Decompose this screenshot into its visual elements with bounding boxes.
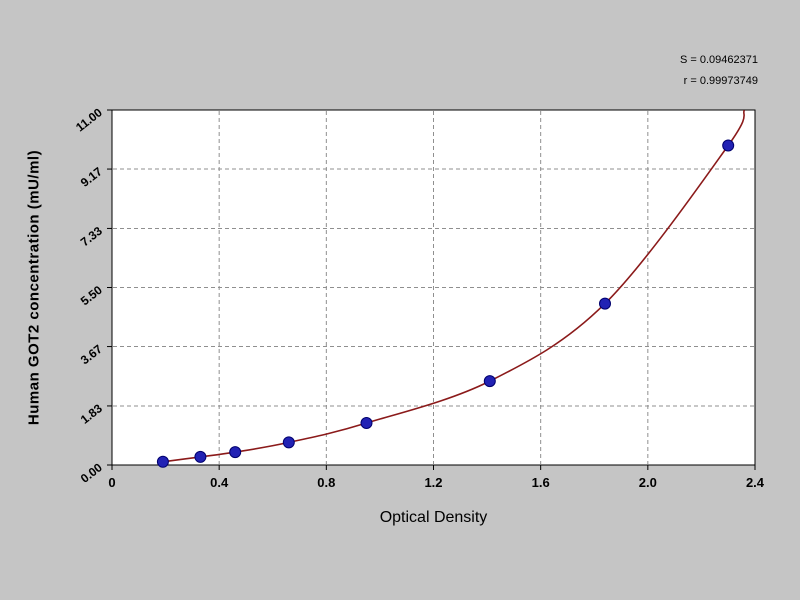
data-point [599,297,611,310]
fit-statistics: S = 0.09462371 r = 0.99973749 [680,50,758,92]
data-point [194,450,207,463]
y-tick-label: 3.67 [78,342,105,368]
y-tick-label: 0.00 [78,460,105,486]
y-tick-label: 9.17 [78,164,105,190]
data-point [722,139,735,152]
y-tick-label: 7.33 [78,224,105,250]
y-tick-label: 11.00 [73,105,105,134]
x-tick-label: 2.4 [746,475,765,490]
x-tick-label: 0.4 [210,475,229,490]
stat-correlation: r = 0.99973749 [683,75,758,87]
y-tick-label: 5.50 [78,283,105,309]
x-tick-label: 1.6 [532,475,550,490]
x-tick-label: 0.8 [317,475,335,490]
data-point [229,446,242,459]
data-point [156,455,169,468]
data-point [360,417,373,429]
data-point [483,375,496,388]
x-tick-label: 1.2 [424,475,442,490]
x-tick-label: 0 [108,475,115,490]
stat-standard-error: S = 0.09462371 [680,54,758,66]
data-point [282,436,295,449]
y-tick-label: 1.83 [78,401,105,427]
fitted-curve [162,110,746,463]
x-axis-title: Optical Density [379,509,488,526]
x-tick-label: 2.0 [639,475,657,490]
